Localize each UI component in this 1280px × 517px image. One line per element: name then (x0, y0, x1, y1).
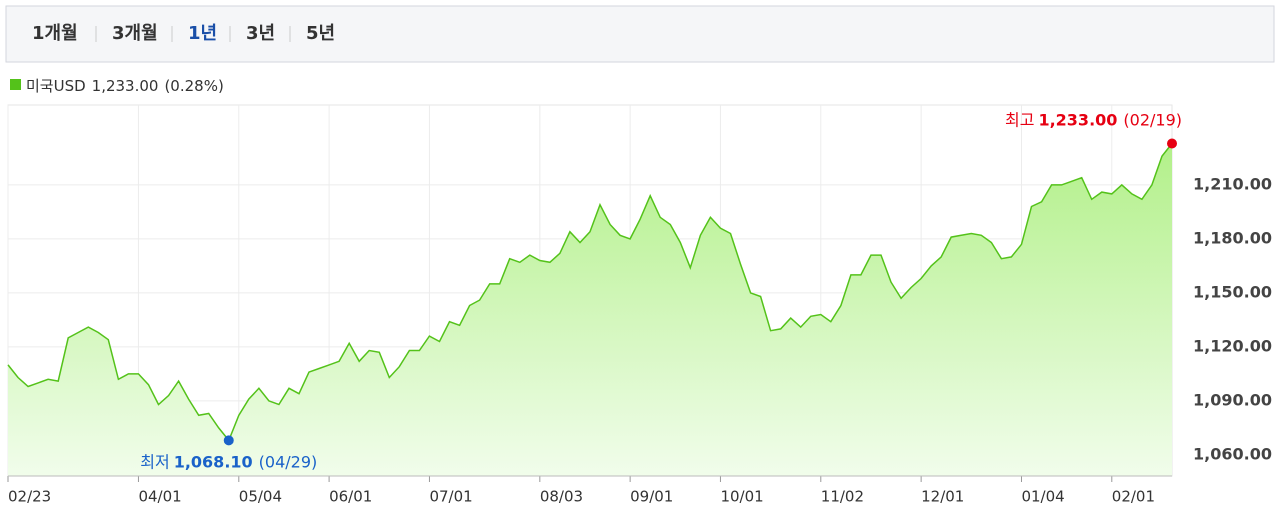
x-tick-label: 11/02 (821, 488, 864, 506)
y-tick-label: 1,090.00 (1193, 390, 1272, 409)
x-tick-label: 08/03 (540, 488, 583, 506)
y-tick-label: 1,060.00 (1193, 444, 1272, 463)
x-tick-label: 04/01 (138, 488, 181, 506)
y-tick-label: 1,120.00 (1193, 336, 1272, 355)
tab[interactable]: 1년 (188, 23, 217, 44)
x-tick-label: 07/01 (429, 488, 472, 506)
y-tick-label: 1,150.00 (1193, 282, 1272, 301)
x-tick-label: 02/23 (8, 488, 51, 506)
x-tick-label: 01/04 (1021, 488, 1064, 506)
extreme-kind: 최저 (140, 452, 169, 471)
x-tick-label: 10/01 (720, 488, 763, 506)
extreme-label: 최고 1,233.00 (02/19) (1005, 110, 1182, 129)
area (8, 143, 1172, 476)
x-tick-label: 09/01 (630, 488, 673, 506)
tab-bar (5, 5, 1275, 63)
extreme-value: 1,233.00 (1038, 110, 1117, 129)
extreme-date: (04/29) (259, 452, 318, 471)
extreme-dot (223, 435, 234, 446)
legend-part: (0.28%) (164, 77, 223, 95)
extreme-date: (02/19) (1123, 110, 1182, 129)
legend-part: 1,233.00 (92, 77, 159, 95)
tab[interactable]: 1개월 (32, 23, 78, 44)
x-tick-label: 02/01 (1112, 488, 1155, 506)
x-tick-label: 06/01 (329, 488, 372, 506)
tab[interactable]: 5년 (306, 23, 335, 44)
extreme-value: 1,068.10 (174, 452, 253, 471)
extreme-kind: 최고 (1005, 110, 1034, 129)
tab[interactable]: 3년 (246, 23, 275, 44)
extreme-dot (1167, 138, 1177, 149)
extreme-label: 최저 1,068.10 (04/29) (140, 452, 317, 471)
legend-text: 미국USD 1,233.00 (0.28%) (26, 77, 224, 95)
line (7, 143, 1173, 442)
y-tick-label: 1,210.00 (1193, 174, 1272, 193)
legend-swatch (10, 79, 21, 90)
x-tick-label: 12/01 (921, 488, 964, 506)
legend-part: 미국USD (26, 77, 86, 95)
tab[interactable]: 3개월 (112, 23, 158, 44)
x-tick-label: 05/04 (239, 488, 282, 506)
y-tick-label: 1,180.00 (1193, 228, 1272, 247)
